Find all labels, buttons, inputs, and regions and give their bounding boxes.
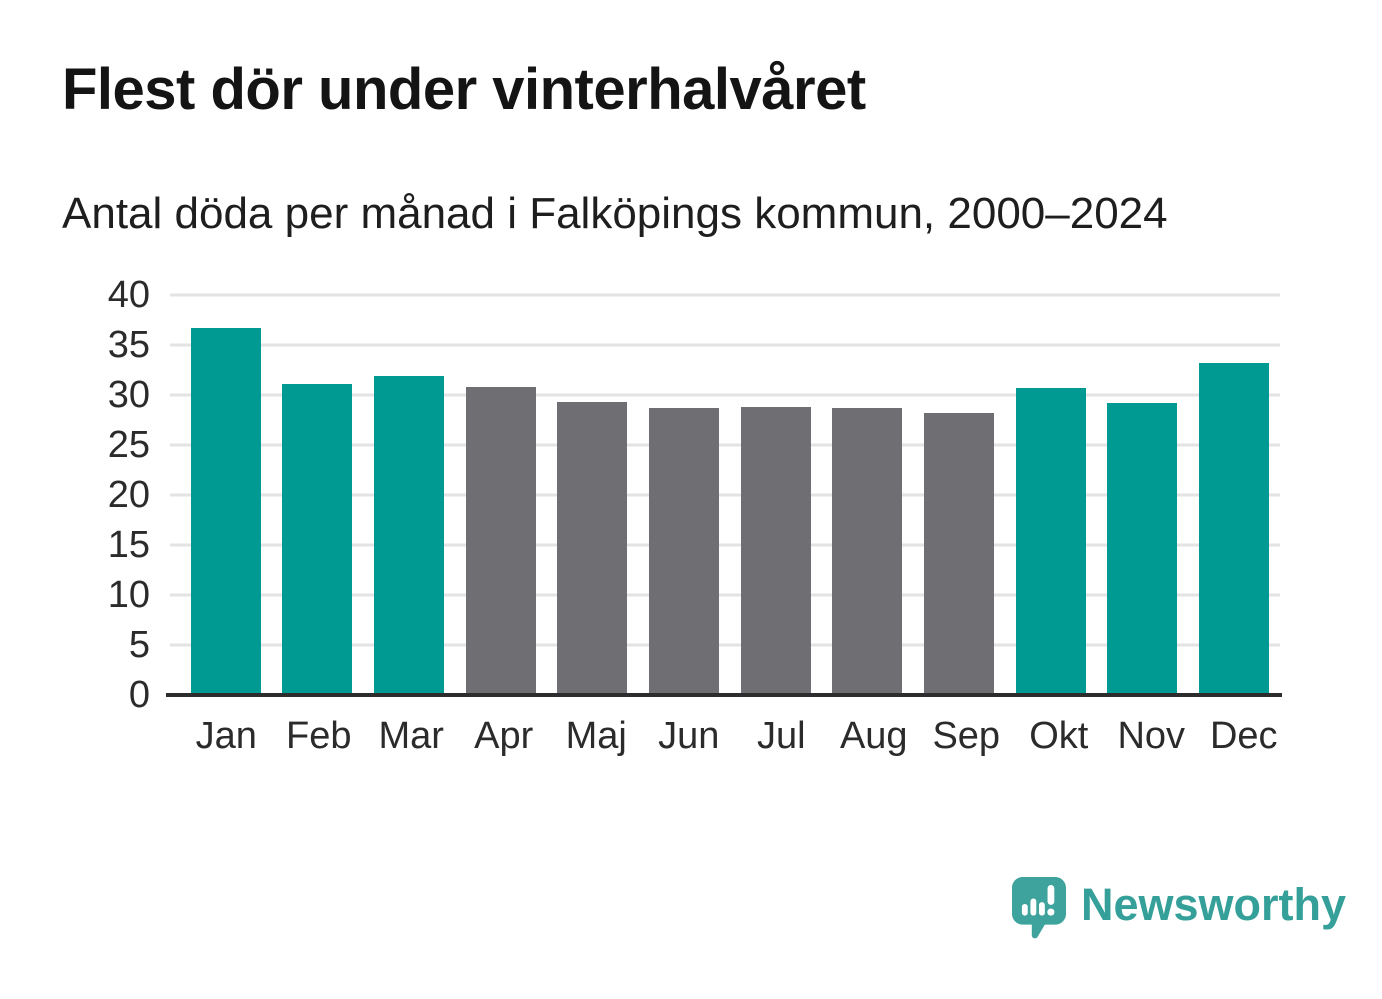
newsworthy-logo-icon [1012,876,1066,939]
x-label-feb: Feb [286,715,352,757]
chart-subtitle: Antal döda per månad i Falköpings kommun… [62,189,1168,238]
x-label-dec: Dec [1209,715,1278,757]
y-tick-label-30: 30 [107,374,150,416]
y-tick-label-0: 0 [128,674,150,716]
bar-apr [465,387,536,695]
logo-bar-1 [1021,903,1028,916]
bar-mar [374,376,445,695]
gridline-15 [170,543,1280,547]
bar-okt [1015,388,1086,695]
y-tick-label-20: 20 [107,474,150,516]
x-axis-line [166,693,1282,697]
x-label-sep: Sep [932,715,1001,757]
x-axis: Jan Feb Mar Apr Maj Jun Jul Aug Sep Okt Nov Dec [170,715,1290,758]
y-tick-label-35: 35 [107,324,150,366]
logo-bar-3 [1039,902,1045,916]
gridline-20 [170,493,1280,497]
gridline-30 [170,393,1280,397]
plot-area [166,293,1282,697]
y-tick-label-10: 10 [107,574,150,616]
x-label-apr: Apr [474,715,534,757]
logo-bar-2 [1030,898,1037,916]
y-tick-label-5: 5 [128,624,150,666]
y-tick-label-15: 15 [107,524,150,566]
gridline-5 [170,643,1280,647]
brand-footer: Newsworthy [1012,876,1346,940]
y-tick-label-40: 40 [107,274,150,316]
bar-feb [282,384,353,695]
brand-name: Newsworthy [1081,879,1347,930]
bar-maj [557,402,628,695]
x-label-jun: Jun [658,715,720,757]
x-label-mar: Mar [378,715,444,757]
bar-jul [740,407,811,695]
x-label-okt: Okt [1029,715,1089,757]
logo-exclamation-dot [1047,908,1055,916]
bar-sep [924,413,995,695]
gridline-10 [170,593,1280,597]
x-label-nov: Nov [1117,715,1186,757]
x-label-maj: Maj [565,715,627,757]
x-label-jan: Jan [195,715,257,757]
bar-jan [190,328,261,695]
gridline-25 [170,443,1280,447]
bar-dec [1199,363,1270,695]
bar-series [170,295,1280,695]
gridline-35 [170,343,1280,347]
bar-aug [832,408,903,695]
bar-jun [649,408,720,695]
logo-exclamation-stem [1047,885,1055,905]
x-label-jul: Jul [756,715,806,757]
x-label-aug: Aug [839,715,908,757]
bar-nov [1107,403,1178,695]
gridline-40 [170,293,1280,297]
chart-title: Flest dör under vinterhalvåret [62,57,866,122]
y-tick-label-25: 25 [107,424,150,466]
y-axis: 0 5 10 15 20 25 30 35 40 [70,276,150,714]
